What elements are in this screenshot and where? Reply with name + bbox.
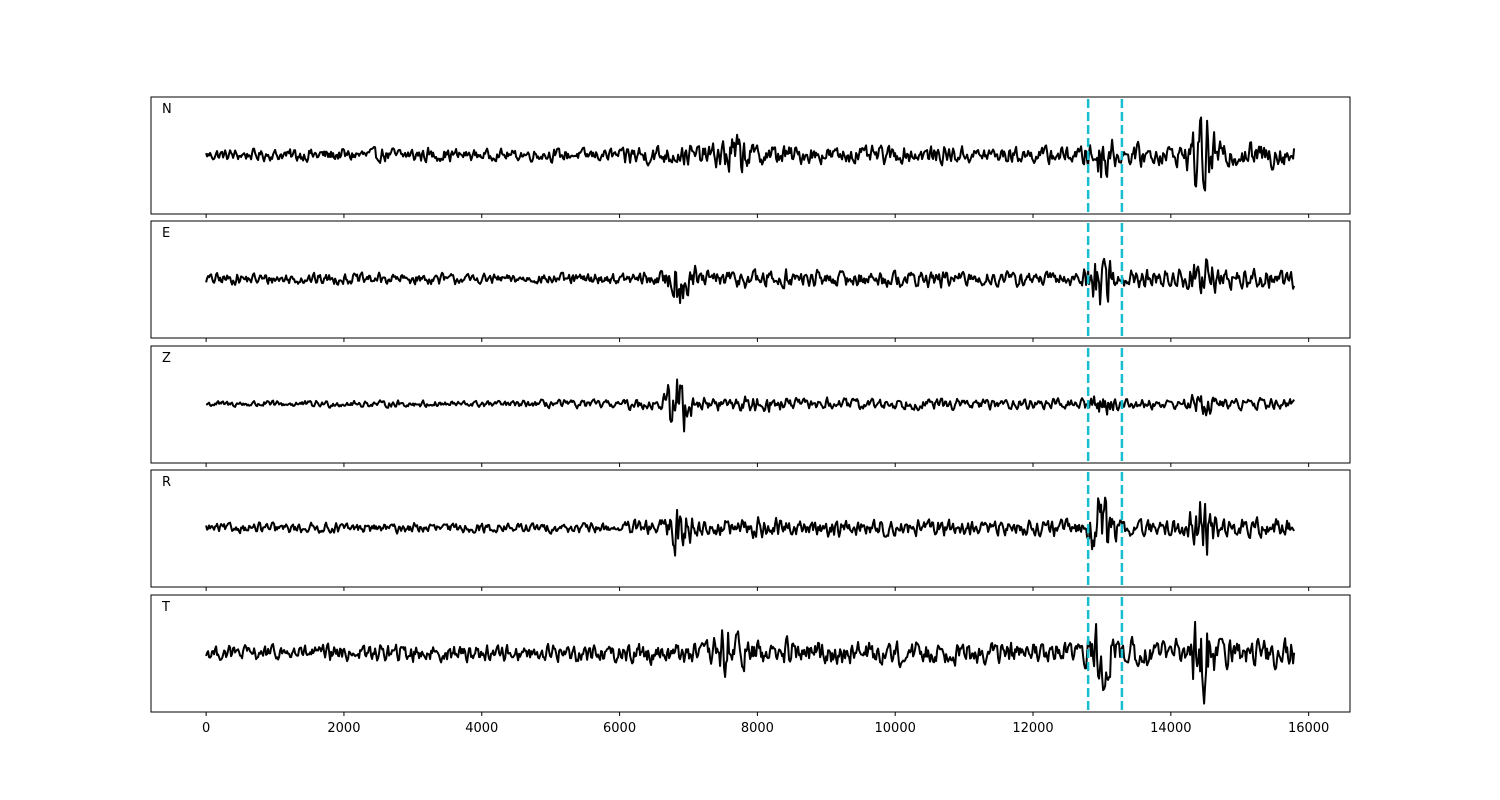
panel-frame <box>150 345 1351 464</box>
channel-label-r: R <box>162 475 171 490</box>
x-axis: 0 2000 4000 6000 8000 10000 12000 14000 16000 <box>202 721 1329 736</box>
panel-t: T <box>150 594 1351 716</box>
waveform-r <box>205 496 1295 557</box>
channel-label-n: N <box>162 102 172 117</box>
panel-z: Z <box>150 345 1351 467</box>
channel-label-t: T <box>161 600 170 615</box>
waveform-z <box>205 378 1295 433</box>
waveform-n <box>205 116 1296 192</box>
channel-label-z: Z <box>162 351 171 366</box>
x-tick-label: 10000 <box>875 721 916 736</box>
x-tick-label: 6000 <box>603 721 636 736</box>
x-tick-label: 16000 <box>1288 721 1329 736</box>
panel-frame <box>150 594 1351 713</box>
panel-r: R <box>150 469 1351 591</box>
panel-n: N <box>150 96 1351 218</box>
panel-frame <box>150 96 1351 215</box>
x-tick-label: 8000 <box>741 721 774 736</box>
x-tick-label: 4000 <box>465 721 498 736</box>
x-tick-label: 0 <box>202 721 210 736</box>
x-tick-label: 12000 <box>1012 721 1053 736</box>
x-tick-label: 14000 <box>1150 721 1191 736</box>
channel-label-e: E <box>162 226 170 241</box>
waveform-t <box>205 620 1296 705</box>
panel-e: E <box>150 220 1351 342</box>
x-tick-label: 2000 <box>327 721 360 736</box>
panel-frame <box>150 469 1351 588</box>
panel-frame <box>150 220 1351 339</box>
waveform-e <box>205 257 1296 306</box>
